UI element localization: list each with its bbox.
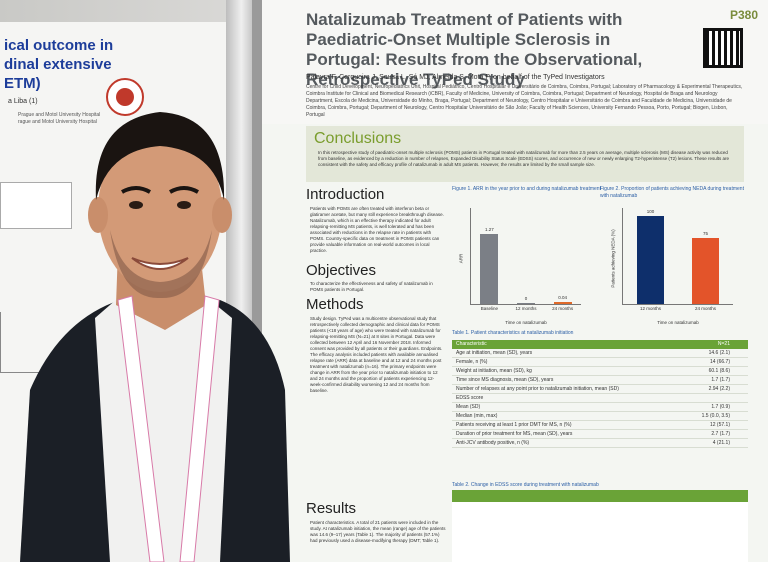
table1-cell-value: 2.7 (1.7) [711,431,730,437]
table1-row: Age at initiation, mean (SD), years 14.6 … [452,349,748,358]
methods-heading: Methods [306,296,364,313]
ectrims-logo-icon [106,78,144,116]
figure1-value-label: 0 [524,296,528,301]
table1-row: Anti-JCV antibody positive, n (%) 4 (21.1… [452,439,748,448]
table1-cell-label: Weight at initiation, mean (SD), kg [456,368,532,374]
table1-cell-label: Female, n (%) [456,359,488,365]
poster-affiliations: Centre for Child Development, Neuropedia… [306,84,743,118]
table1-row: Duration of prior treatment for MS, mean… [452,430,748,439]
table1-cell-label: Anti-JCV antibody positive, n (%) [456,440,530,446]
figure2-bar [636,216,665,304]
table1-row: Mean (SD) 1.7 (0.9) [452,403,748,412]
figure1-bar [480,234,499,304]
table1-cell-label: Age at initiation, mean (SD), years [456,350,533,356]
figure1-xlabel: Time on natalizumab [505,320,547,325]
table1-row: Time since MS diagnosis, mean (SD), year… [452,376,748,385]
left-poster-affiliation: Prague and Motol University Hospital rag… [18,112,101,125]
left-poster-title: ical outcome in dinal extensive ETM) [4,37,114,92]
figure1-category-label: 12 months [515,306,537,311]
objectives-text: To characterize the effectiveness and sa… [310,281,433,292]
table1-cell-label: Mean (SD) [456,404,481,410]
poster-code: P380 [729,8,758,22]
table1-row: Weight at initiation, mean (SD), kg 60.1 … [452,367,748,376]
methods-text: Study design. TyPed was a multicentre ob… [310,316,443,393]
poster-header [262,0,768,124]
table1-row: EDSS score [452,394,748,403]
table1-cell-value: 4 (21.1) [712,440,730,446]
table1-cell-label: Patients receiving at least 1 prior DMT … [456,422,572,428]
table1-header: Characteristic N=21 [452,340,748,349]
figure2-category-label: 24 months [694,306,716,311]
table1-cell-label: Time since MS diagnosis, mean (SD), year… [456,377,554,383]
figure2-category-label: 12 months [639,306,661,311]
qr-code-icon [703,28,743,68]
figure1-category-label: 24 months [552,306,574,311]
table1-cell-label: Duration of prior treatment for MS, mean… [456,431,573,437]
conclusions-box [306,126,744,182]
figure2-value-label: 100 [646,209,655,214]
poster-title: Natalizumab Treatment of Patients with P… [306,10,643,89]
right-ear [212,197,232,233]
table1-cell-value: 14.6 (2.1) [708,350,730,356]
table1-cell-value: 2.94 (2.2) [708,386,730,392]
left-poster-table [0,182,72,229]
figure1-value-label: 0.04 [558,294,568,300]
table1-cell-label: Number of relapses at any point prior to… [456,386,619,392]
table1-cell-label: EDSS score [456,395,484,401]
table1-header-n: N=21 [717,341,730,347]
left-poster-authors: a Liba (1) [8,98,38,105]
figure1-bar [516,303,536,304]
table1-cell-value: 12 (57.1) [709,422,730,428]
table1-row: Female, n (%) 14 (66.7) [452,358,748,367]
conclusions-text: In this retrospective study of paediatri… [318,150,730,167]
table1-header-characteristic: Characteristic [456,341,487,347]
figure2-title: Figure 2. Proportion of patients achievi… [600,186,744,199]
figure2-xlabel: Time on natalizumab [657,320,699,325]
booth-pole-edge [252,0,262,562]
table1-cell-value: 60.1 (8.6) [708,368,730,374]
figure2-value-label: 75 [702,231,708,236]
figure1-category-label: Baseline [480,306,498,311]
hair [95,112,225,200]
figure1-bar [553,301,572,304]
figure1-chart: 1.27 Baseline 0 12 months 0.04 24 months ARR [459,208,581,311]
results-text: Patient characteristics. A total of 21 p… [310,520,446,543]
table1-cell-value: 1.7 (1.7) [711,377,730,383]
lanyard [117,295,165,562]
table1-row: Number of relapses at any point prior to… [452,385,748,394]
figure1-title: Figure 1. ARR in the year prior to and d… [452,186,601,192]
figure2-bar [691,238,720,304]
table1-cell-label: Median (min, max) [456,413,498,419]
right-brow [169,186,199,194]
face [98,128,222,292]
conclusions-heading: Conclusions [314,130,402,147]
table1-row: Median (min, max) 1.5 (0.0, 3.5) [452,412,748,421]
right-eye [177,201,191,209]
lanyard-right [179,295,220,562]
table1-cell-value: 1.5 (0.0, 3.5) [701,413,730,419]
table1-cell-value: 1.7 (0.9) [711,404,730,410]
table1: Characteristic N=21 Age at initiation, m… [452,340,748,448]
left-brow [121,186,151,194]
left-eye [129,201,143,209]
table1-cell-value: 14 (66.7) [709,359,730,365]
beard-shadow [110,230,212,299]
table1-title: Table 1. Patient characteristics at nata… [452,330,574,336]
figure2-chart: 100 12 months 75 24 months Patients achievin… [611,208,733,311]
table2-title: Table 2. Change in EDSS score during tre… [452,482,599,488]
introduction-text: Patients with POMS are often treated wit… [310,206,444,253]
table2 [452,490,748,562]
table1-row: Patients receiving at least 1 prior DMT … [452,421,748,430]
main-poster: Natalizumab Treatment of Patients with P… [262,0,768,562]
objectives-heading: Objectives [306,262,377,279]
figure1-value-label: 1.27 [484,227,494,233]
table2-header [452,490,748,502]
introduction-heading: Introduction [306,186,385,203]
left-ear [88,197,108,233]
poster-authors: Palavra F, Cerqueira J, Sousa L, Sá MJ, … [306,74,605,81]
left-poster-chart [0,312,61,373]
smile [131,257,189,270]
results-heading: Results [306,500,357,517]
